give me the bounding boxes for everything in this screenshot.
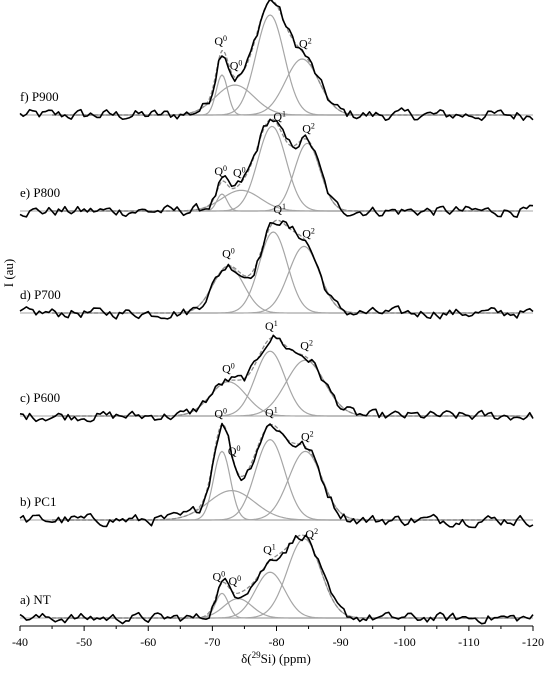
peak-label-q2: Q2 [300,338,313,353]
x-tick-label: -70 [204,635,220,649]
fit-component-q1 [52,350,521,417]
fit-component-q0 [52,193,521,212]
fit-component-q2 [52,245,521,314]
spectrum-title: e) P800 [20,185,60,200]
experimental-spectrum [19,534,534,625]
fit-component-q1 [52,571,521,619]
peak-label-q1: Q1 [273,201,286,216]
experimental-spectrum [19,220,534,320]
peak-label-q2: Q2 [299,36,312,51]
x-tick-label: -120 [522,635,544,649]
fit-sum-curve [52,219,521,314]
fit-component-q0 [52,84,521,116]
fit-sum-curve [52,534,521,619]
peak-label-q0: Q0 [228,444,241,459]
peak-label-q0: Q0 [233,165,246,180]
fit-component-q1 [52,439,521,521]
peak-label-q0: Q0 [212,569,225,584]
spectrum-panel: b) PC1 Q0 Q0 Q1 Q2 [19,405,534,529]
spectrum-panel: e) P800 Q0 Q0 Q1 Q2 [19,109,534,218]
y-axis-title: I (au) [1,259,16,288]
peak-label-q1: Q1 [265,318,278,333]
x-tick-label: -50 [76,635,92,649]
x-tick-label: -60 [140,635,156,649]
peak-label-q1: Q1 [265,405,278,420]
fit-component-q0 [52,592,521,619]
fit-component-q0 [52,489,521,521]
peak-label-q0: Q0 [230,58,243,73]
fit-component-q1 [52,14,521,116]
experimental-spectrum [19,0,534,122]
peak-label-q2: Q2 [305,526,318,541]
spectrum-title: f) P900 [20,89,59,104]
peak-label-q0: Q0 [214,163,227,178]
peak-label-q0: Q0 [214,406,227,421]
experimental-spectrum [19,118,534,218]
x-tick-label: -90 [333,635,349,649]
x-axis-ticks: -40 -50 -60 -70 -80 -90 -100 -110 -120 [12,626,544,649]
peak-label-q0: Q0 [222,361,235,376]
peak-label-q2: Q2 [302,121,315,136]
peak-label-q0: Q0 [214,33,227,48]
spectrum-title: a) NT [20,592,51,607]
peak-label-q2: Q2 [302,226,315,241]
spectrum-panel: d) P700 Q0 Q1 Q2 [19,201,534,320]
peak-label-q1: Q1 [273,109,286,124]
peak-label-q0: Q0 [222,246,235,261]
spectrum-panel: c) P600 Q0 Q1 Q2 [19,318,534,423]
fit-sum-curve [52,118,521,212]
x-tick-label: -110 [458,635,480,649]
fit-component-q2 [52,58,521,116]
x-tick-label: -100 [394,635,416,649]
fit-component-q2 [52,142,521,212]
fit-sum-curve [52,423,521,521]
x-axis: -40 -50 -60 -70 -80 -90 -100 -110 -120 δ(29Si) (… [12,625,544,666]
fit-component-q0 [52,265,521,314]
x-tick-label: -40 [12,635,28,649]
x-tick-label: -80 [269,635,285,649]
fit-sum-curve [52,0,521,116]
peak-label-q0: Q0 [228,574,241,589]
fit-component-q1 [52,231,521,314]
experimental-spectrum [19,422,534,529]
fit-sum-curve [52,336,521,417]
experimental-spectrum [19,334,534,423]
fit-component-q2 [52,450,521,521]
spectrum-title: d) P700 [20,287,61,302]
peak-label-q2: Q2 [301,429,314,444]
x-axis-title: δ(29Si) (ppm) [241,650,311,666]
fit-component-q2 [52,359,521,417]
spectrum-title: b) PC1 [20,494,56,509]
peak-label-q1: Q1 [263,542,276,557]
spectrum-title: c) P600 [20,390,60,405]
